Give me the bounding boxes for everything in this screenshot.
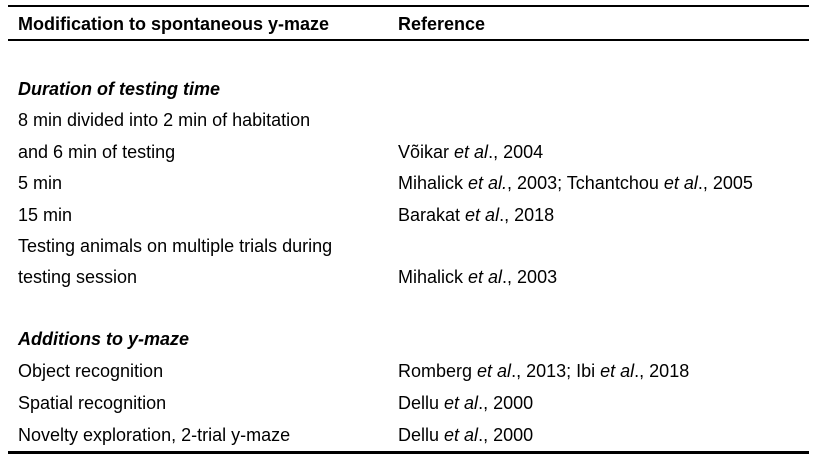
modification-line: 15 min	[18, 205, 73, 225]
header-reference: Reference	[398, 14, 486, 34]
modification-line: and 6 min of testing	[18, 142, 176, 162]
reference-cell: Võikar et al., 2004	[398, 142, 544, 162]
reference-cell: Dellu et al., 2000	[398, 393, 534, 413]
bottom-rule	[8, 451, 809, 454]
reference-cell: Dellu et al., 2000	[398, 425, 534, 445]
header-modification: Modification to spontaneous y-maze	[18, 14, 330, 34]
section-title-duration: Duration of testing time	[18, 79, 220, 99]
reference-cell: Barakat et al., 2018	[398, 205, 555, 225]
header-rule	[8, 39, 809, 41]
modification-line: 8 min divided into 2 min of habitation	[18, 110, 311, 130]
section-title-additions: Additions to y-maze	[18, 329, 190, 349]
modification-line: 5 min	[18, 173, 63, 193]
modification-line: Spatial recognition	[18, 393, 167, 413]
reference-cell: Mihalick et al., 2003; Tchantchou et al.…	[398, 173, 753, 193]
modification-line: Testing animals on multiple trials durin…	[18, 236, 333, 256]
modification-line: Novelty exploration, 2-trial y-maze	[18, 425, 291, 445]
reference-cell: Romberg et al., 2013; Ibi et al., 2018	[398, 361, 690, 381]
reference-cell: Mihalick et al., 2003	[398, 267, 558, 287]
top-rule	[8, 5, 809, 7]
modification-line: Object recognition	[18, 361, 164, 381]
modification-line: testing session	[18, 267, 138, 287]
